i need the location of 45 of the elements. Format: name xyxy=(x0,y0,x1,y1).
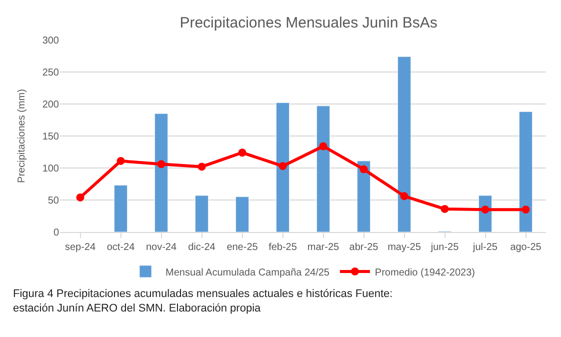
text: Figura 4 Precipitaciones acumuladas mensuales actuales e históricas Fuente: estación Junín AERO del SMN. Elaboración propia xyxy=(13,288,393,314)
point xyxy=(198,162,206,171)
point xyxy=(400,192,408,200)
point xyxy=(76,193,84,202)
x-tick-label: feb-25 xyxy=(268,242,298,253)
x-tick-label: sep-24 xyxy=(64,242,96,253)
chart-title: Precipitaciones Mensuales Junin BsAs xyxy=(180,14,438,32)
point xyxy=(238,148,246,157)
y-tick-label: 300 xyxy=(42,36,60,46)
y-tick-label: 200 xyxy=(42,100,60,110)
x-tick-label: jul-25 xyxy=(472,242,498,253)
point xyxy=(116,156,125,165)
point xyxy=(522,206,530,214)
x-tick-label: ene-25 xyxy=(226,242,258,253)
point xyxy=(278,162,287,170)
y-axis-title: Precipitaciones (mm) xyxy=(16,89,28,183)
bar xyxy=(357,160,370,232)
y-tick-label: 150 xyxy=(42,132,60,142)
x-tick-label: mar-25 xyxy=(307,242,340,253)
bar xyxy=(154,113,168,232)
bar xyxy=(114,185,128,232)
bar xyxy=(316,106,330,232)
bar xyxy=(276,102,290,232)
x-tick-label: oct-24 xyxy=(106,242,136,253)
bar xyxy=(195,195,208,232)
x-tick-label: ago-25 xyxy=(510,242,542,253)
x-tick-label: dic-24 xyxy=(188,242,216,253)
bar xyxy=(236,196,249,232)
point xyxy=(319,142,328,150)
bar xyxy=(398,56,411,232)
point xyxy=(440,204,449,213)
point xyxy=(157,160,166,168)
x-tick-label: abr-25 xyxy=(349,242,379,253)
y-tick-label: 0 xyxy=(53,228,60,238)
y-tick-label: 50 xyxy=(48,196,60,206)
legend-label: Promedio (1942-2023) xyxy=(374,267,475,278)
x-tick-label: nov-24 xyxy=(146,242,177,253)
bar xyxy=(519,111,532,232)
y-tick-label: 100 xyxy=(42,164,60,174)
x-tick-label: jun-25 xyxy=(430,242,460,253)
y-tick-label: 250 xyxy=(42,68,60,78)
legend-label: Mensual Acumulada Campaña 24/25 xyxy=(166,267,330,278)
x-tick-label: may-25 xyxy=(388,242,422,253)
point xyxy=(481,206,490,214)
point xyxy=(360,165,368,174)
